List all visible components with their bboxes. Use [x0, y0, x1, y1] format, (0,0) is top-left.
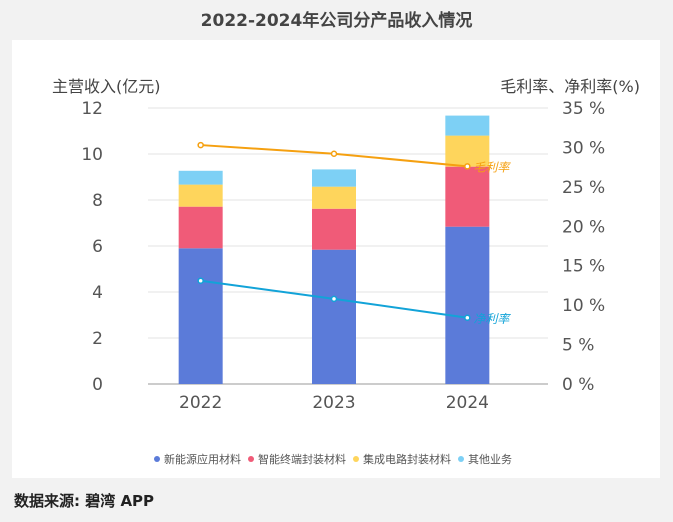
bar-segment: [312, 208, 356, 250]
legend-label: 新能源应用材料: [164, 452, 241, 466]
data-source: 数据来源: 碧湾 APP: [14, 492, 155, 510]
x-tick-label: 2024: [446, 393, 489, 413]
bar-segment: [312, 186, 356, 209]
line-label: 净利率: [473, 312, 511, 326]
y-tick-label: 0: [92, 375, 103, 395]
line-point: [464, 314, 471, 322]
legend-marker: [154, 456, 160, 462]
y2-tick-label: 5 %: [562, 336, 594, 356]
y-tick-label: 6: [92, 237, 103, 257]
y-tick-label: 4: [92, 283, 103, 303]
bar-segment: [178, 184, 223, 207]
y-tick-label: 12: [81, 99, 103, 119]
bar-segment: [312, 249, 356, 384]
chart-panel: 0 2 4 6 8 10 12 0 % 5 % 10 % 15 % 20 % 25 % 30 % 35 % 主…: [12, 40, 660, 478]
line-point: [330, 295, 338, 303]
line-point: [197, 141, 204, 149]
y2-axis-label: 毛利率、净利率(%): [500, 77, 640, 96]
y-tick-label: 2: [92, 329, 103, 349]
y2-tick-label: 25 %: [562, 178, 605, 198]
bar-segment: [445, 115, 490, 136]
bar-segment: [445, 226, 490, 384]
legend-marker: [353, 456, 359, 462]
line-label: 毛利率: [473, 160, 511, 174]
bar-segment: [445, 135, 490, 167]
legend-marker: [458, 456, 464, 462]
bar-segment: [445, 166, 490, 227]
bar-segment: [178, 248, 223, 384]
y2-tick-label: 35 %: [562, 99, 605, 119]
y-tick-label: 10: [81, 145, 103, 165]
line-point: [197, 277, 204, 284]
x-tick-label: 2022: [179, 393, 222, 413]
y2-tick-label: 30 %: [562, 138, 605, 158]
y2-tick-label: 15 %: [562, 257, 605, 277]
legend-marker: [248, 456, 254, 462]
line-point: [330, 150, 338, 157]
stacked-bar-line-chart: 0 2 4 6 8 10 12 0 % 5 % 10 % 15 % 20 % 25 % 30 % 35 % 主…: [52, 77, 640, 466]
y-axis-label: 主营收入(亿元): [52, 77, 161, 96]
line-point: [464, 163, 471, 170]
legend-label: 其他业务: [468, 453, 512, 466]
bar-segment: [312, 169, 356, 187]
chart-title: 2022-2024年公司分产品收入情况: [200, 11, 473, 31]
legend-label: 智能终端封装材料: [258, 452, 346, 466]
bar-segment: [178, 206, 223, 249]
bar-segment: [178, 170, 223, 185]
y2-tick-label: 0 %: [562, 375, 594, 395]
legend-label: 集成电路封装材料: [363, 452, 451, 466]
y-tick-label: 8: [92, 191, 103, 211]
y2-tick-label: 10 %: [562, 296, 605, 316]
y2-tick-label: 20 %: [562, 217, 605, 237]
x-tick-label: 2023: [312, 393, 355, 413]
